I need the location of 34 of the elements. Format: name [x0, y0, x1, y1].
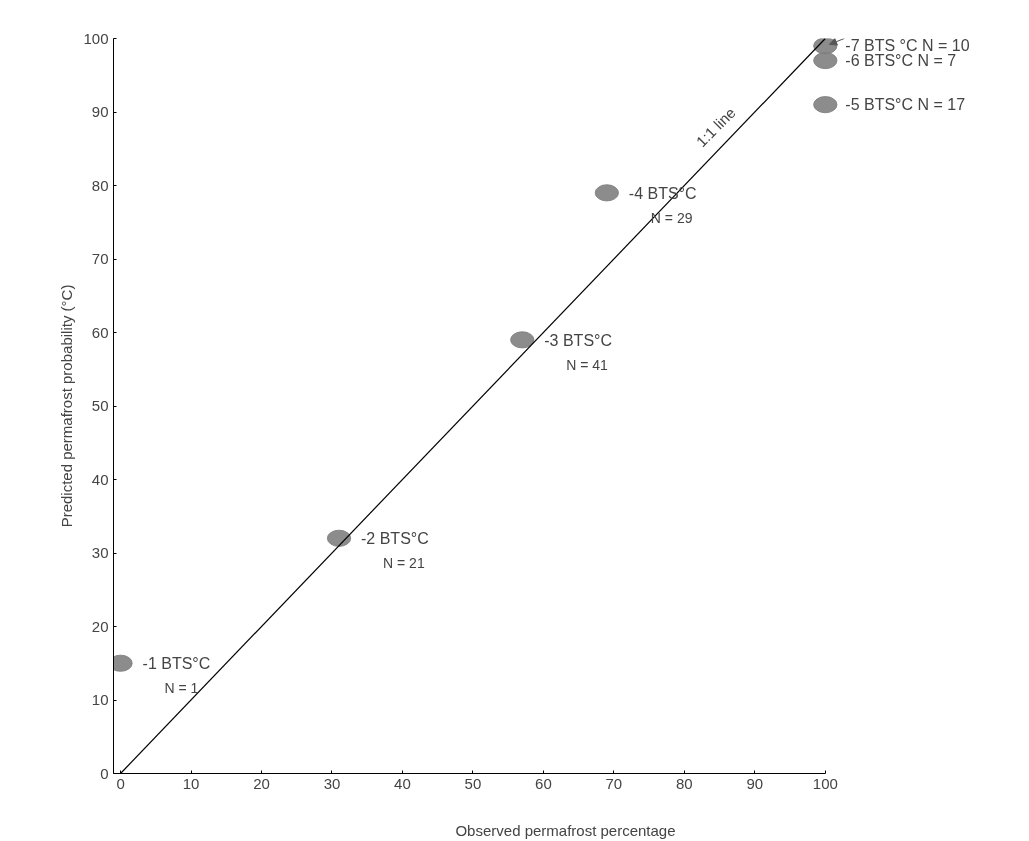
x-tick-label: 80	[676, 774, 693, 792]
y-tick-label: 70	[91, 250, 109, 267]
point	[813, 51, 838, 70]
x-axis-title: Observed permafrost percentage	[455, 821, 676, 839]
annotation: -6 BTS°C N = 7	[845, 51, 957, 69]
annotation: -2 BTS°C N = 21	[361, 530, 429, 572]
annotation: -7 BTS °C N = 10	[845, 36, 970, 54]
x-tick-label: 60	[535, 774, 552, 792]
y-tick-label: 40	[91, 470, 109, 488]
annotation: -3 BTS°C N = 41	[544, 331, 613, 373]
y-tick-label: 20	[91, 617, 109, 635]
x-tick-label: 10	[182, 774, 200, 792]
point	[594, 184, 619, 202]
x-tick-label: 100	[812, 774, 838, 792]
annotation: 1:1 line	[692, 103, 739, 151]
y-tick-label: 10	[91, 691, 109, 708]
x-tick-label: 0	[116, 774, 125, 792]
y-tick-label: 50	[91, 397, 109, 414]
x-tick-label: 20	[253, 774, 270, 792]
y-tick-label: 60	[91, 323, 109, 341]
point	[813, 96, 838, 114]
x-tick-label: 50	[464, 774, 482, 792]
point	[510, 331, 535, 349]
x-tick-label: 70	[605, 774, 623, 792]
x-tick-label: 40	[394, 774, 411, 792]
y-tick-label: 90	[91, 103, 109, 120]
x-tick-label: 30	[323, 774, 341, 792]
y-tick-label: 80	[91, 176, 109, 194]
y-axis-title: Predicted permafrost probability (°C)	[58, 284, 76, 528]
x-tick-label: 90	[746, 774, 764, 792]
annotation: -1 BTS°C N = 1	[142, 655, 211, 697]
y-tick-label: 30	[91, 544, 109, 561]
annotation: -5 BTS°C N = 17	[845, 95, 966, 113]
y-tick-label: 100	[83, 29, 109, 47]
